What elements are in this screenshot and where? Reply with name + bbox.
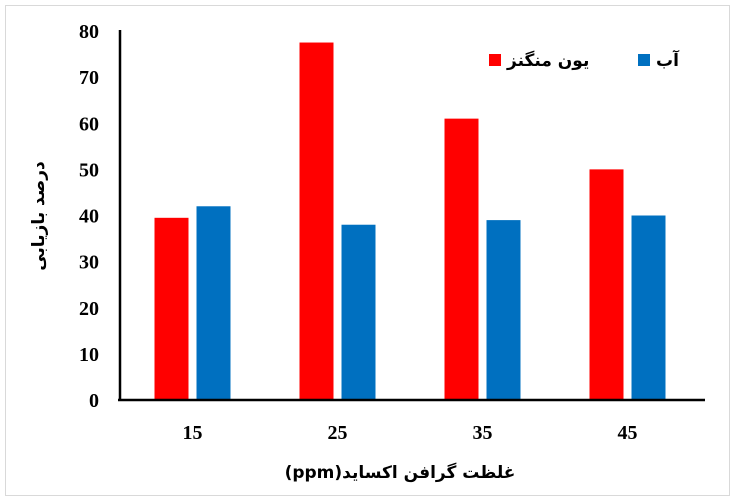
bar-manganese-25 [299,42,334,400]
legend: آب یون منگنز [489,49,680,71]
legend-swatch-water [638,54,650,66]
bar-water-35 [486,220,521,400]
bar-water-15 [196,206,231,400]
legend-label-manganese: یون منگنز [506,50,589,71]
y-tick-label: 20 [79,298,99,320]
y-tick-label: 80 [79,21,99,43]
y-tick-label: 0 [89,390,99,412]
y-tick-label: 70 [79,67,99,89]
x-tick-label: 35 [473,422,493,444]
y-tick-label: 50 [79,159,99,181]
bar-water-45 [631,215,666,400]
legend-swatch-manganese [489,54,501,66]
x-tick-label: 15 [183,422,203,444]
y-tick-label: 10 [79,344,99,366]
bar-manganese-45 [589,169,624,400]
y-tick-label: 30 [79,252,99,274]
bar-water-25 [341,224,376,400]
y-axis-ticks: 0 10 20 30 40 50 60 70 80 [79,21,99,412]
legend-label-water: آب [656,49,680,71]
y-axis-label: درصد بازیابی [29,161,49,271]
x-axis-label: (ppm)غلظت گرافن اکساید [285,462,516,483]
x-tick-label: 25 [328,422,348,444]
y-tick-label: 40 [79,206,99,228]
x-tick-label: 45 [618,422,638,444]
bar-manganese-35 [444,118,479,400]
bar-manganese-15 [154,217,189,400]
x-axis-ticks: 15 25 35 45 [183,422,638,444]
bars [154,42,666,400]
y-tick-label: 60 [79,113,99,135]
